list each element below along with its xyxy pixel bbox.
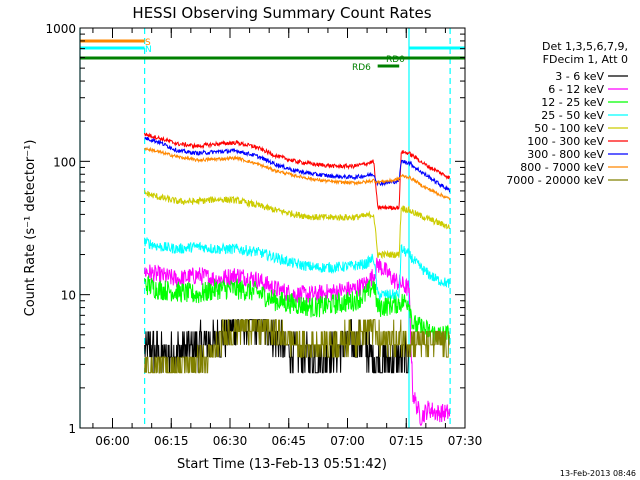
y-tick-label: 100 bbox=[53, 155, 76, 169]
x-tick-label: 07:15 bbox=[389, 434, 424, 448]
x-tick-label: 06:45 bbox=[271, 434, 306, 448]
legend-label: 100 - 300 keV bbox=[527, 135, 604, 148]
legend-label: 6 - 12 keV bbox=[548, 83, 604, 96]
observing-flag-bands bbox=[79, 28, 465, 428]
y-tick-label: 1000 bbox=[45, 22, 76, 36]
series-line-4 bbox=[144, 190, 451, 259]
series-line-8 bbox=[144, 319, 450, 374]
series-line-5 bbox=[144, 132, 451, 211]
footer-timestamp: 13-Feb-2013 08:46 bbox=[560, 469, 636, 478]
axes-group: 1 10 100 1000 06:00 06:15 06:30 06:45 07:00 07:15… bbox=[45, 22, 482, 448]
legend-label: 25 - 50 keV bbox=[541, 109, 604, 122]
x-tick-label: 07:30 bbox=[448, 434, 483, 448]
series-line-2 bbox=[144, 274, 451, 346]
series-line-3 bbox=[144, 237, 451, 300]
legend-label: 12 - 25 keV bbox=[541, 96, 604, 109]
x-tick-label: 06:30 bbox=[213, 434, 248, 448]
rd0-flag-label: RD0 bbox=[386, 55, 405, 65]
y-axis-label: Count Rate (s⁻¹ detector⁻¹) bbox=[23, 140, 38, 317]
series-line-1 bbox=[144, 257, 451, 427]
data-series-group bbox=[144, 132, 451, 427]
x-tick-label: 06:15 bbox=[154, 434, 189, 448]
legend-label: 50 - 100 keV bbox=[534, 122, 604, 135]
rd6-flag-label: RD6 bbox=[352, 63, 371, 73]
saa-flag-label: S bbox=[145, 38, 151, 48]
plot-frame bbox=[79, 27, 466, 429]
x-tick-label: 07:00 bbox=[330, 434, 365, 448]
legend-label: 7000 - 20000 keV bbox=[506, 174, 604, 187]
chart-title: HESSI Observing Summary Count Rates bbox=[132, 4, 431, 22]
series-line-7 bbox=[144, 146, 451, 201]
night-flag-label: N bbox=[145, 45, 152, 55]
legend-label: 3 - 6 keV bbox=[555, 70, 604, 83]
legend-header-line-1: Det 1,3,5,6,7,9, bbox=[542, 40, 628, 53]
legend-label: 300 - 800 keV bbox=[527, 148, 604, 161]
legend-label: 800 - 7000 keV bbox=[520, 161, 604, 174]
x-tick-label: 06:00 bbox=[95, 434, 130, 448]
y-tick-label: 10 bbox=[61, 289, 76, 303]
y-tick-label: 1 bbox=[68, 422, 76, 436]
legend-header-line-2: FDecim 1, Att 0 bbox=[543, 53, 628, 66]
x-axis-label: Start Time (13-Feb-13 05:51:42) bbox=[177, 457, 387, 472]
